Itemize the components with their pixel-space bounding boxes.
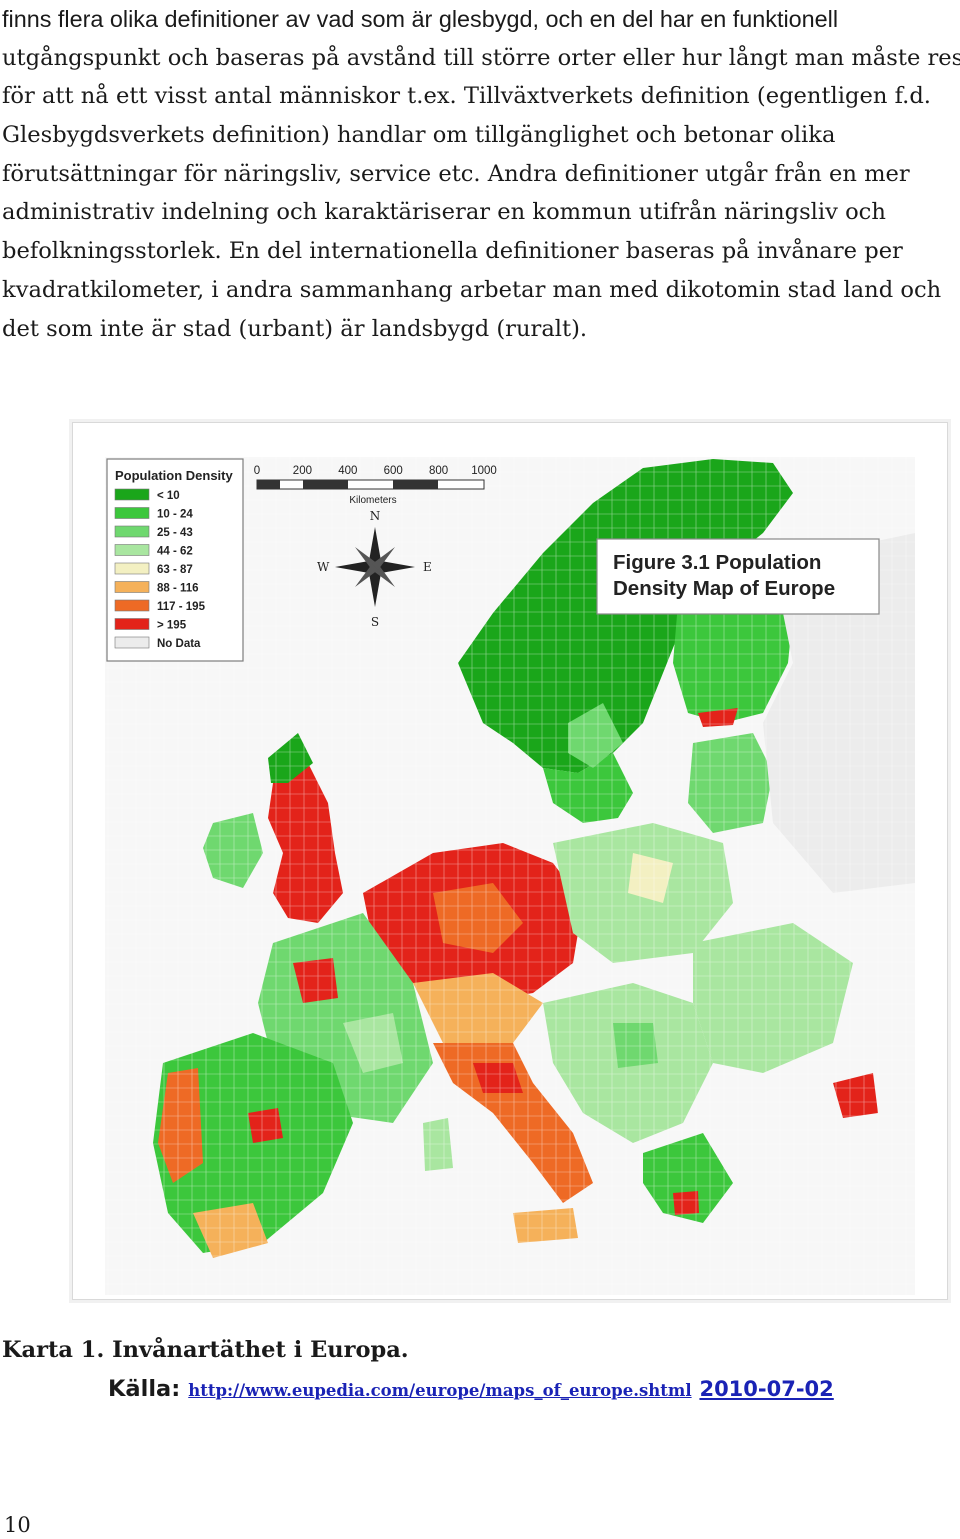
compass-north: N — [370, 509, 381, 523]
paragraph-line: Glesbygdsverkets definition) handlar om … — [2, 122, 836, 149]
paragraph-line: utgångspunkt och baseras på avstånd till… — [2, 44, 960, 71]
page-number: 10 — [4, 1513, 31, 1537]
map-legend: Population Density < 10 10 - 24 25 - 43 44 … — [106, 458, 244, 662]
population-density-map: Population Density < 10 10 - 24 25 - 43 44 … — [105, 457, 915, 1295]
legend-label: 117 - 195 — [157, 601, 206, 613]
paragraph-line: kvadratkilometer, i andra sammanhang arb… — [2, 276, 942, 303]
paragraph-line: förutsättningar för näringsliv, service … — [2, 160, 910, 187]
legend-label: < 10 — [157, 490, 180, 502]
paragraph-line: administrativ indelning och karaktäriser… — [2, 199, 886, 226]
legend-label: 25 - 43 — [157, 527, 193, 539]
legend-label: No Data — [157, 638, 201, 650]
legend-swatch — [114, 507, 150, 519]
paragraph-line: det som inte är stad (urbant) är landsby… — [2, 315, 588, 342]
scale-tick-label: 200 — [293, 465, 312, 477]
map-title-box: Figure 3.1 Population Density Map of Eur… — [596, 538, 880, 615]
source-label: Källa: — [108, 1376, 181, 1402]
figure-caption: Karta 1. Invånartäthet i Europa. — [2, 1337, 409, 1363]
scale-tick-label: 600 — [384, 465, 403, 477]
paragraph-line: för att nå ett visst antal människor t.e… — [2, 83, 931, 110]
scale-tick-label: 800 — [429, 465, 448, 477]
legend-swatch — [114, 599, 150, 612]
scale-unit: Kilometers — [349, 495, 396, 506]
legend-swatch — [114, 618, 150, 630]
legend-label: 44 - 62 — [157, 546, 193, 558]
scale-tick-label: 1000 — [471, 465, 497, 477]
compass-east: E — [423, 560, 432, 574]
body-paragraph: finns flera olika definitioner av vad so… — [2, 0, 960, 348]
map-title-line: Density Map of Europe — [613, 577, 835, 600]
legend-swatch — [114, 544, 150, 556]
legend-swatch — [114, 525, 150, 538]
compass-rose: N S E W — [317, 509, 432, 629]
map-figure: Population Density < 10 10 - 24 25 - 43 44 … — [72, 422, 948, 1300]
source-link[interactable]: http://www.eupedia.com/europe/maps_of_eu… — [188, 1381, 692, 1400]
compass-west: W — [317, 560, 330, 574]
legend-label: 88 - 116 — [157, 583, 199, 595]
compass-south: S — [371, 615, 379, 629]
legend-swatch — [114, 562, 150, 575]
map-title-line: Figure 3.1 Population — [613, 551, 821, 574]
scale-tick-label: 400 — [338, 465, 357, 477]
scale-bar: 0 200 400 600 800 1000 Kilometers — [254, 465, 497, 506]
source-date: 2010-07-02 — [699, 1377, 834, 1401]
legend-label: > 195 — [157, 620, 187, 632]
legend-swatch — [114, 581, 150, 593]
legend-label: 10 - 24 — [157, 509, 193, 521]
figure-source: Källa: http://www.eupedia.com/europe/maps… — [108, 1376, 834, 1402]
paragraph-line: befolkningsstorlek. En del internationel… — [2, 238, 903, 265]
legend-swatch — [114, 488, 150, 501]
paragraph-line: finns flera olika definitioner av vad so… — [2, 6, 839, 32]
scale-tick-label: 0 — [254, 465, 260, 477]
legend-title: Population Density — [115, 468, 234, 483]
legend-label: 63 - 87 — [157, 564, 193, 576]
legend-swatch — [114, 636, 150, 649]
